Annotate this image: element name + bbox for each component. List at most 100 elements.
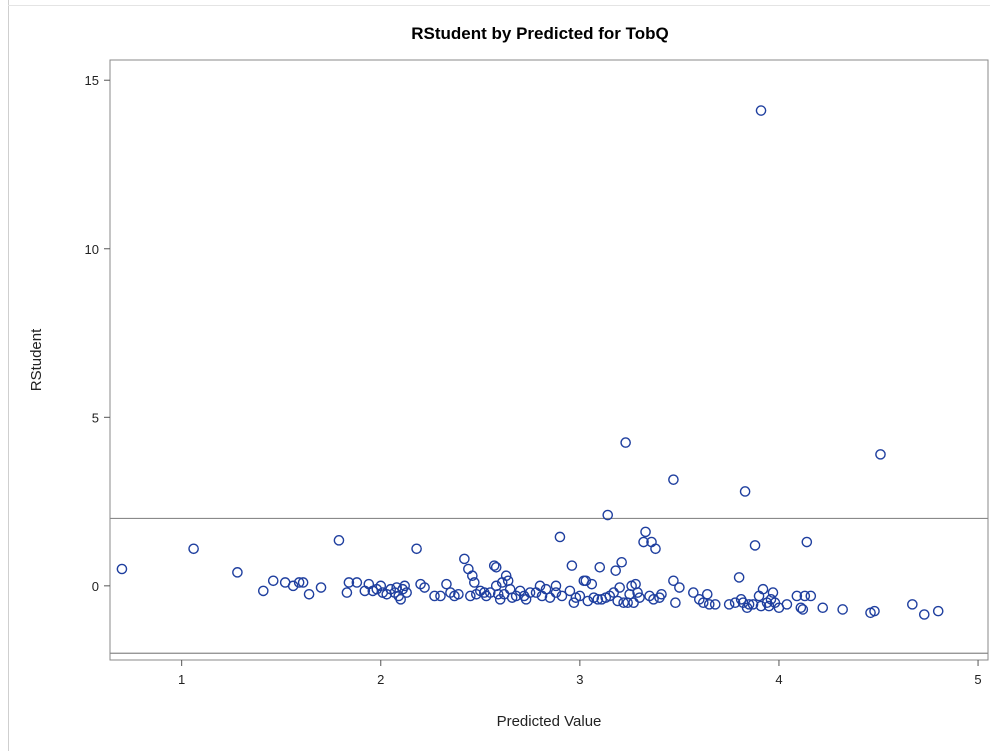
y-axis-label: RStudent — [28, 328, 45, 391]
data-point — [739, 486, 751, 497]
data-point — [610, 565, 621, 576]
data-point — [733, 572, 745, 583]
frame-left-border — [8, 0, 9, 751]
y-axis: 0 5 10 15 — [85, 73, 110, 594]
data-point — [258, 585, 269, 597]
data-point — [341, 587, 353, 598]
data-point — [747, 599, 759, 610]
data-point — [395, 594, 406, 605]
data-point — [801, 536, 813, 548]
data-point — [574, 590, 586, 602]
data-point — [550, 580, 562, 592]
data-point — [580, 575, 592, 587]
data-point — [616, 556, 627, 568]
data-point — [656, 588, 667, 600]
data-point — [632, 587, 643, 598]
data-point — [315, 582, 327, 593]
data-point — [723, 599, 735, 610]
data-point — [869, 605, 880, 617]
data-point — [701, 588, 713, 600]
plot-area — [109, 59, 989, 661]
data-point — [267, 575, 279, 587]
data-point — [799, 590, 811, 602]
data-point — [668, 474, 679, 485]
x-tick-label: 3 — [576, 672, 583, 687]
data-point — [729, 597, 741, 608]
data-point — [297, 577, 309, 588]
data-point — [351, 577, 363, 588]
y-tick-label: 0 — [92, 579, 99, 594]
data-point — [540, 583, 552, 595]
data-point — [566, 560, 578, 571]
data-point — [763, 600, 775, 612]
data-point — [582, 595, 594, 607]
data-point — [592, 594, 604, 605]
data-point — [469, 577, 480, 588]
data-point — [453, 588, 464, 600]
data-point — [556, 590, 568, 602]
data-point — [333, 535, 345, 546]
data-point — [797, 604, 809, 615]
data-point — [484, 587, 496, 598]
reference-lines — [110, 517, 988, 654]
data-point — [703, 599, 715, 610]
data-point — [795, 602, 807, 614]
data-point — [401, 587, 412, 598]
data-point — [837, 604, 848, 615]
data-point — [755, 600, 767, 612]
data-point — [564, 585, 576, 597]
data-point — [614, 582, 625, 593]
data-point — [907, 599, 918, 610]
data-point — [429, 590, 440, 602]
data-point — [188, 543, 199, 555]
data-point — [116, 563, 128, 575]
x-tick-label: 4 — [775, 672, 782, 687]
x-tick-label: 1 — [178, 672, 185, 687]
y-tick-label: 5 — [92, 410, 99, 425]
data-point — [618, 597, 629, 608]
x-axis: 1 2 3 4 5 — [178, 660, 982, 687]
data-point — [419, 582, 430, 593]
data-point — [568, 597, 580, 608]
data-point — [463, 563, 474, 575]
data-point — [875, 449, 886, 460]
data-point — [628, 597, 639, 608]
data-point — [753, 590, 765, 602]
data-point — [668, 575, 679, 587]
data-point — [490, 562, 502, 573]
data-point — [500, 570, 512, 582]
data-point — [791, 590, 803, 602]
data-point — [550, 587, 562, 598]
data-point — [343, 577, 355, 588]
data-point — [918, 609, 930, 620]
data-point — [602, 509, 614, 521]
data-point — [743, 599, 755, 610]
x-tick-label: 5 — [974, 672, 981, 687]
data-point — [441, 578, 452, 590]
data-point — [287, 580, 299, 592]
data-point — [634, 592, 645, 603]
frame-top-border — [8, 5, 990, 6]
y-tick-label: 15 — [85, 73, 99, 88]
data-point — [650, 543, 661, 555]
data-point — [805, 590, 817, 602]
data-point — [586, 578, 598, 590]
data-point — [534, 580, 546, 592]
data-point — [612, 595, 623, 607]
data-point — [755, 105, 767, 116]
chart-title: RStudent by Predicted for TobQ — [411, 24, 669, 43]
data-point — [467, 570, 478, 582]
data-point — [638, 536, 649, 548]
data-point — [781, 599, 793, 610]
data-point — [303, 588, 315, 600]
data-point — [411, 543, 422, 555]
data-point — [749, 540, 761, 551]
data-point — [670, 597, 681, 608]
data-point — [640, 526, 651, 538]
y-tick-label: 10 — [85, 242, 99, 257]
data-points — [116, 105, 944, 620]
data-point — [648, 594, 659, 605]
data-point — [375, 580, 387, 592]
